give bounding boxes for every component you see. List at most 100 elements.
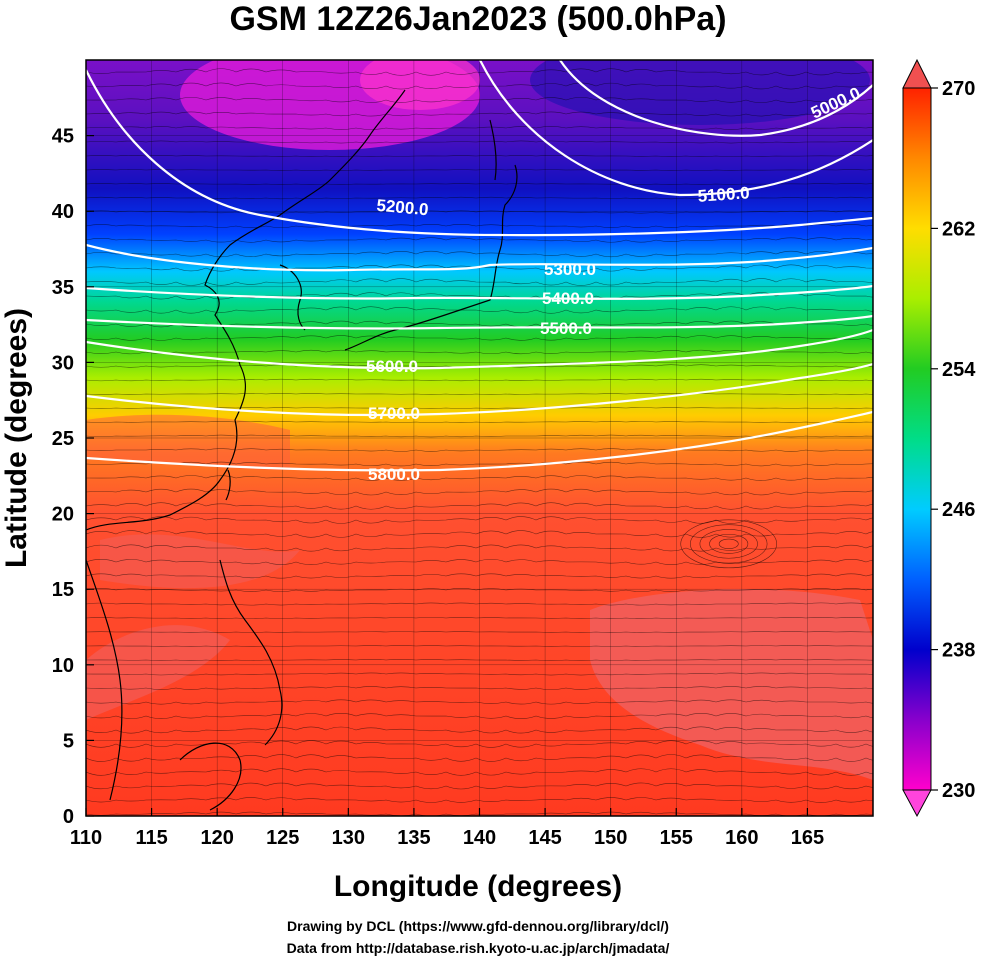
coastline-asia xyxy=(86,89,406,531)
streamline xyxy=(86,237,873,243)
coastline-sakhalin xyxy=(489,119,497,181)
x-tick-label: 125 xyxy=(266,827,299,849)
streamline xyxy=(86,475,873,481)
streamline xyxy=(86,250,873,258)
streamline xyxy=(86,378,873,382)
grid-lines xyxy=(86,60,873,816)
colorbar-ticks: 230 238 246 254 262 270 xyxy=(931,78,976,802)
streamline xyxy=(86,699,873,705)
streamline xyxy=(86,726,873,734)
contour-line-5000 xyxy=(559,60,873,137)
streamline xyxy=(86,461,873,467)
streamline xyxy=(86,210,873,214)
contour-labels: 5000.0 5100.0 5200.0 5300.0 5400.0 5500.… xyxy=(366,83,863,484)
contour-line-5400 xyxy=(86,284,873,300)
coastlines xyxy=(86,89,518,811)
plot-area: 5000.0 5100.0 5200.0 5300.0 5400.0 5500.… xyxy=(86,60,873,816)
streamline xyxy=(86,169,873,171)
streamline xyxy=(86,306,873,314)
x-tick-label: 130 xyxy=(332,827,365,849)
x-tick-label: 145 xyxy=(528,827,561,849)
x-tick-label: 115 xyxy=(135,827,167,849)
streamline xyxy=(86,672,873,676)
streamline xyxy=(86,82,873,90)
coastline-japan xyxy=(344,164,518,351)
streamline xyxy=(86,631,873,633)
x-axis-label: Longitude (degrees) xyxy=(334,870,622,903)
streamline xyxy=(86,602,873,606)
streamline xyxy=(86,516,873,524)
y-tick-label: 20 xyxy=(52,504,74,526)
y-tick-label: 45 xyxy=(52,126,74,148)
contour-label-5100: 5100.0 xyxy=(697,183,750,206)
colorbar-tick-label: 262 xyxy=(942,218,975,240)
vortex-streamline xyxy=(690,524,768,564)
y-tick-label: 25 xyxy=(52,428,74,450)
x-tick-label: 120 xyxy=(200,827,233,849)
x-tick-label: 160 xyxy=(725,827,758,849)
y-tick-label: 30 xyxy=(52,352,74,374)
x-tick-label: 165 xyxy=(791,827,824,849)
x-tick-label: 135 xyxy=(397,827,430,849)
x-axis-ticks: 110 115 120 125 130 135 140 145 150 155 160 165 xyxy=(70,808,824,849)
streamline xyxy=(86,155,873,157)
streamline xyxy=(86,421,873,423)
credit-line-1: Drawing by DCL (https://www.gfd-dennou.o… xyxy=(287,918,669,934)
warm-region xyxy=(590,589,873,780)
contour-label-5500: 5500.0 xyxy=(540,319,592,338)
colorbar-tick-label: 270 xyxy=(942,78,975,100)
streamline xyxy=(86,335,873,341)
contour-line-5100 xyxy=(479,60,873,197)
streamline xyxy=(86,448,873,452)
streamline xyxy=(86,126,873,130)
streamline xyxy=(86,111,873,117)
y-tick-label: 15 xyxy=(52,579,74,601)
colorbar-tick-label: 238 xyxy=(942,640,975,662)
x-tick-label: 140 xyxy=(463,827,496,849)
streamline xyxy=(86,140,873,144)
cold-core-region xyxy=(360,60,480,110)
y-tick-label: 10 xyxy=(52,655,74,677)
wind-streamlines xyxy=(86,68,873,816)
streamline xyxy=(86,686,873,690)
north-blue-region xyxy=(530,60,870,125)
streamline xyxy=(86,588,873,592)
y-tick-label: 0 xyxy=(63,806,74,828)
streamline xyxy=(86,278,873,286)
coastline-philippines xyxy=(219,559,283,746)
vortex-streamline xyxy=(680,519,778,569)
contour-label-5300: 5300.0 xyxy=(544,260,596,279)
contour-line-5700 xyxy=(86,362,873,417)
coastline-borneo xyxy=(179,742,242,811)
y-tick-label: 5 xyxy=(63,730,74,752)
streamline xyxy=(86,68,873,76)
contour-line-5300 xyxy=(86,243,873,272)
contour-line-5600 xyxy=(86,328,873,370)
chart-title: GSM 12Z26Jan2023 (500.0hPa) xyxy=(229,0,726,38)
vortex-streamline xyxy=(718,538,739,549)
streamline xyxy=(86,196,873,200)
coastline-korea xyxy=(279,264,306,331)
x-tick-label: 155 xyxy=(660,827,693,849)
contour-line-5200 xyxy=(86,69,873,237)
streamline xyxy=(86,645,873,647)
contour-label-5700: 5700.0 xyxy=(368,404,420,423)
x-tick-label: 110 xyxy=(70,827,102,849)
contour-label-5400: 5400.0 xyxy=(542,289,594,308)
height-contours xyxy=(86,60,873,472)
streamline xyxy=(86,223,873,229)
y-tick-label: 40 xyxy=(52,201,74,223)
coastline-indochina xyxy=(86,559,123,801)
streamline xyxy=(86,393,873,395)
y-axis-label: Latitude (degrees) xyxy=(0,308,33,568)
streamline xyxy=(86,782,873,790)
y-tick-label: 35 xyxy=(52,277,74,299)
streamline xyxy=(86,754,873,762)
contour-line-5500 xyxy=(86,314,873,330)
colorbar-top-triangle xyxy=(902,58,932,89)
streamline xyxy=(86,768,873,776)
streamline xyxy=(86,264,873,272)
streamline xyxy=(86,97,873,103)
streamline xyxy=(86,488,873,496)
